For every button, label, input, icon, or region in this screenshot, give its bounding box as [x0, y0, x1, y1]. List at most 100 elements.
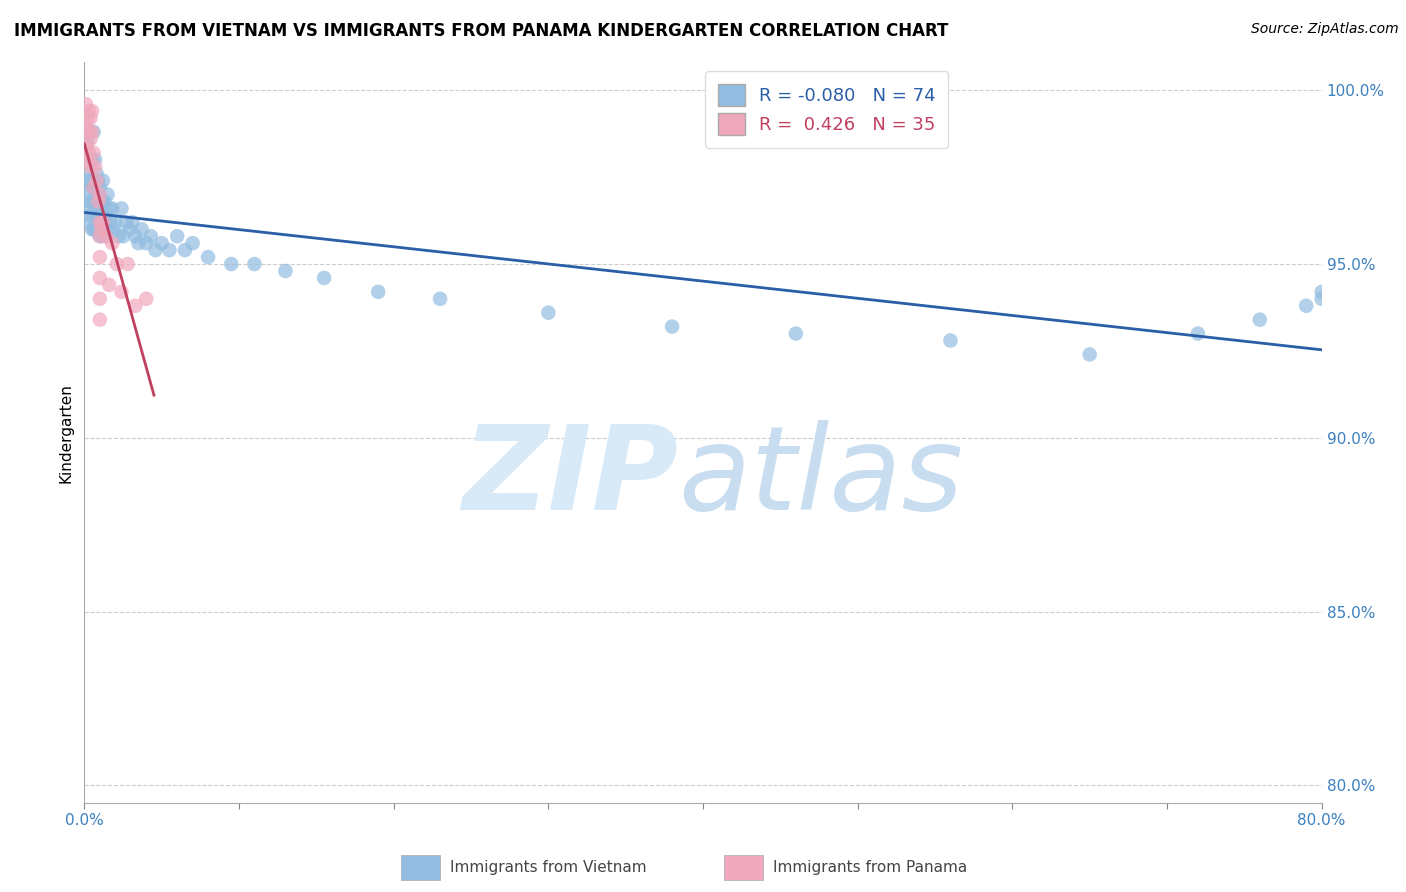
Point: [101, 236, 124, 251]
Point: [1249, 312, 1271, 326]
Point: [82, 222, 104, 236]
Point: [87, 173, 110, 187]
Point: [83, 180, 105, 194]
Point: [91, 208, 114, 222]
Point: [89, 215, 111, 229]
Point: [93, 229, 115, 244]
Point: [145, 243, 167, 257]
Point: [159, 243, 180, 257]
Point: [91, 173, 114, 187]
Point: [118, 222, 141, 236]
Point: [1310, 285, 1333, 299]
Point: [89, 229, 111, 244]
Point: [121, 215, 143, 229]
Point: [89, 187, 111, 202]
Point: [79, 132, 101, 146]
Point: [312, 271, 335, 285]
Point: [89, 271, 111, 285]
Point: [100, 215, 122, 229]
Point: [166, 229, 188, 244]
Point: [77, 215, 100, 229]
Point: [86, 167, 108, 181]
Point: [89, 229, 111, 244]
Point: [98, 202, 121, 216]
Point: [84, 153, 107, 167]
Point: [89, 250, 111, 264]
Point: [82, 180, 104, 194]
Point: [89, 292, 111, 306]
Point: [124, 299, 146, 313]
Point: [367, 285, 389, 299]
Point: [139, 229, 162, 244]
Point: [75, 97, 97, 112]
Point: [219, 257, 242, 271]
Text: Immigrants from Panama: Immigrants from Panama: [773, 861, 967, 875]
Point: [82, 125, 104, 139]
Point: [90, 222, 112, 236]
Point: [131, 222, 153, 236]
Text: Source: ZipAtlas.com: Source: ZipAtlas.com: [1251, 22, 1399, 37]
Point: [75, 173, 97, 187]
Point: [127, 236, 149, 251]
Point: [197, 250, 219, 264]
Point: [84, 222, 107, 236]
Point: [110, 285, 132, 299]
Point: [77, 125, 100, 139]
Point: [79, 111, 101, 125]
Point: [84, 160, 107, 174]
Point: [77, 145, 100, 160]
Point: [83, 145, 105, 160]
Point: [150, 236, 173, 251]
Y-axis label: Kindergarten: Kindergarten: [58, 383, 73, 483]
Text: ZIP: ZIP: [463, 419, 678, 534]
Point: [91, 215, 114, 229]
Point: [1078, 347, 1101, 361]
Point: [174, 243, 197, 257]
Point: [84, 180, 107, 194]
Point: [135, 292, 157, 306]
Point: [75, 118, 97, 132]
Point: [75, 139, 97, 153]
Point: [537, 306, 560, 320]
Text: Immigrants from Vietnam: Immigrants from Vietnam: [450, 861, 647, 875]
Point: [110, 202, 132, 216]
Point: [90, 222, 112, 236]
Point: [79, 160, 101, 174]
Point: [94, 208, 117, 222]
Point: [86, 208, 108, 222]
Point: [87, 194, 110, 209]
Point: [1310, 292, 1333, 306]
Point: [785, 326, 807, 341]
Point: [76, 167, 98, 181]
Point: [87, 202, 110, 216]
Point: [115, 215, 138, 229]
Point: [243, 257, 266, 271]
Point: [83, 125, 105, 139]
Point: [112, 229, 135, 244]
Point: [274, 264, 297, 278]
Point: [75, 187, 97, 202]
Point: [89, 208, 111, 222]
Point: [104, 215, 127, 229]
Point: [86, 173, 108, 187]
Point: [101, 202, 124, 216]
Point: [76, 136, 98, 150]
Point: [135, 236, 157, 251]
Point: [96, 222, 118, 236]
Point: [90, 194, 112, 209]
Point: [124, 229, 146, 244]
Point: [89, 312, 111, 326]
Point: [661, 319, 683, 334]
Point: [1295, 299, 1317, 313]
Point: [89, 180, 111, 194]
Text: atlas: atlas: [678, 420, 963, 534]
Point: [105, 257, 128, 271]
Point: [82, 153, 104, 167]
Point: [103, 222, 125, 236]
Point: [77, 194, 100, 209]
Point: [96, 187, 118, 202]
Text: IMMIGRANTS FROM VIETNAM VS IMMIGRANTS FROM PANAMA KINDERGARTEN CORRELATION CHART: IMMIGRANTS FROM VIETNAM VS IMMIGRANTS FR…: [14, 22, 949, 40]
Point: [107, 229, 129, 244]
Point: [79, 208, 101, 222]
Point: [83, 222, 105, 236]
